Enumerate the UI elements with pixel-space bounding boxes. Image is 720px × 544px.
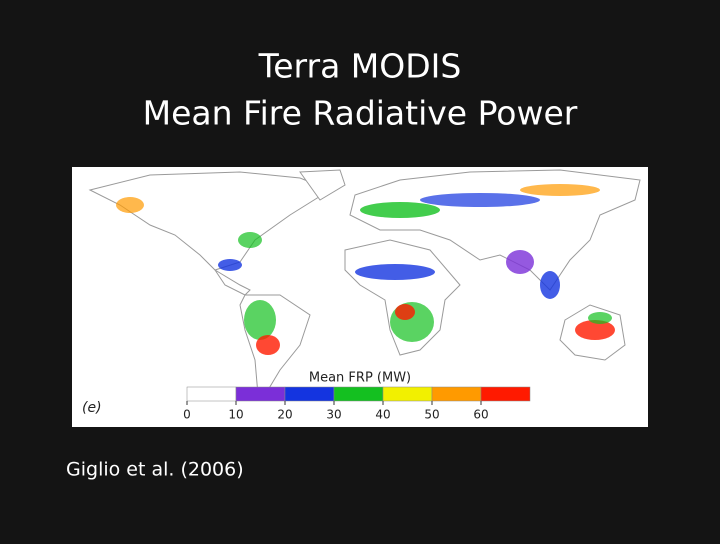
legend-swatch: [431, 386, 482, 402]
fire-area: [506, 250, 534, 274]
legend-tick-label: 40: [375, 408, 390, 422]
legend-tick-label: 20: [277, 408, 292, 422]
legend-swatch: [186, 386, 237, 402]
legend-swatch: [333, 386, 384, 402]
fire-area: [520, 184, 600, 196]
continent: [214, 269, 251, 296]
legend-tick-label: 50: [424, 408, 439, 422]
fire-area: [395, 304, 415, 320]
fire-area: [355, 264, 435, 280]
map-figure: (e) Mean FRP (MW) 0 10 20 30 40 50 60: [72, 167, 648, 427]
legend-swatch: [235, 386, 286, 402]
continent: [88, 171, 332, 271]
citation: Giglio et al. (2006): [66, 459, 244, 481]
fire-area: [540, 271, 560, 299]
fire-area: [575, 320, 615, 340]
fire-area: [244, 300, 276, 340]
title-line: Mean Fire Radiative Power: [143, 94, 578, 133]
fire-area: [238, 232, 262, 248]
panel-label: (e): [82, 400, 102, 416]
legend-swatch: [480, 386, 531, 402]
fire-area: [256, 335, 280, 355]
fire-area: [116, 197, 144, 213]
legend: 0 10 20 30 40 50 60: [183, 386, 531, 422]
legend-tick-label: 30: [326, 408, 341, 422]
title-line: Terra MODIS: [258, 47, 462, 86]
legend-tick-label: 0: [183, 408, 191, 422]
legend-tick-label: 10: [228, 408, 243, 422]
fire-area: [218, 259, 242, 271]
legend-swatch: [284, 386, 335, 402]
fire-area: [360, 202, 440, 218]
fire-area: [588, 312, 612, 324]
continent: [299, 169, 346, 201]
legend-swatch: [382, 386, 433, 402]
legend-tick-label: 60: [473, 408, 488, 422]
fire-area: [420, 193, 540, 207]
legend-title: Mean FRP (MW): [309, 371, 411, 386]
